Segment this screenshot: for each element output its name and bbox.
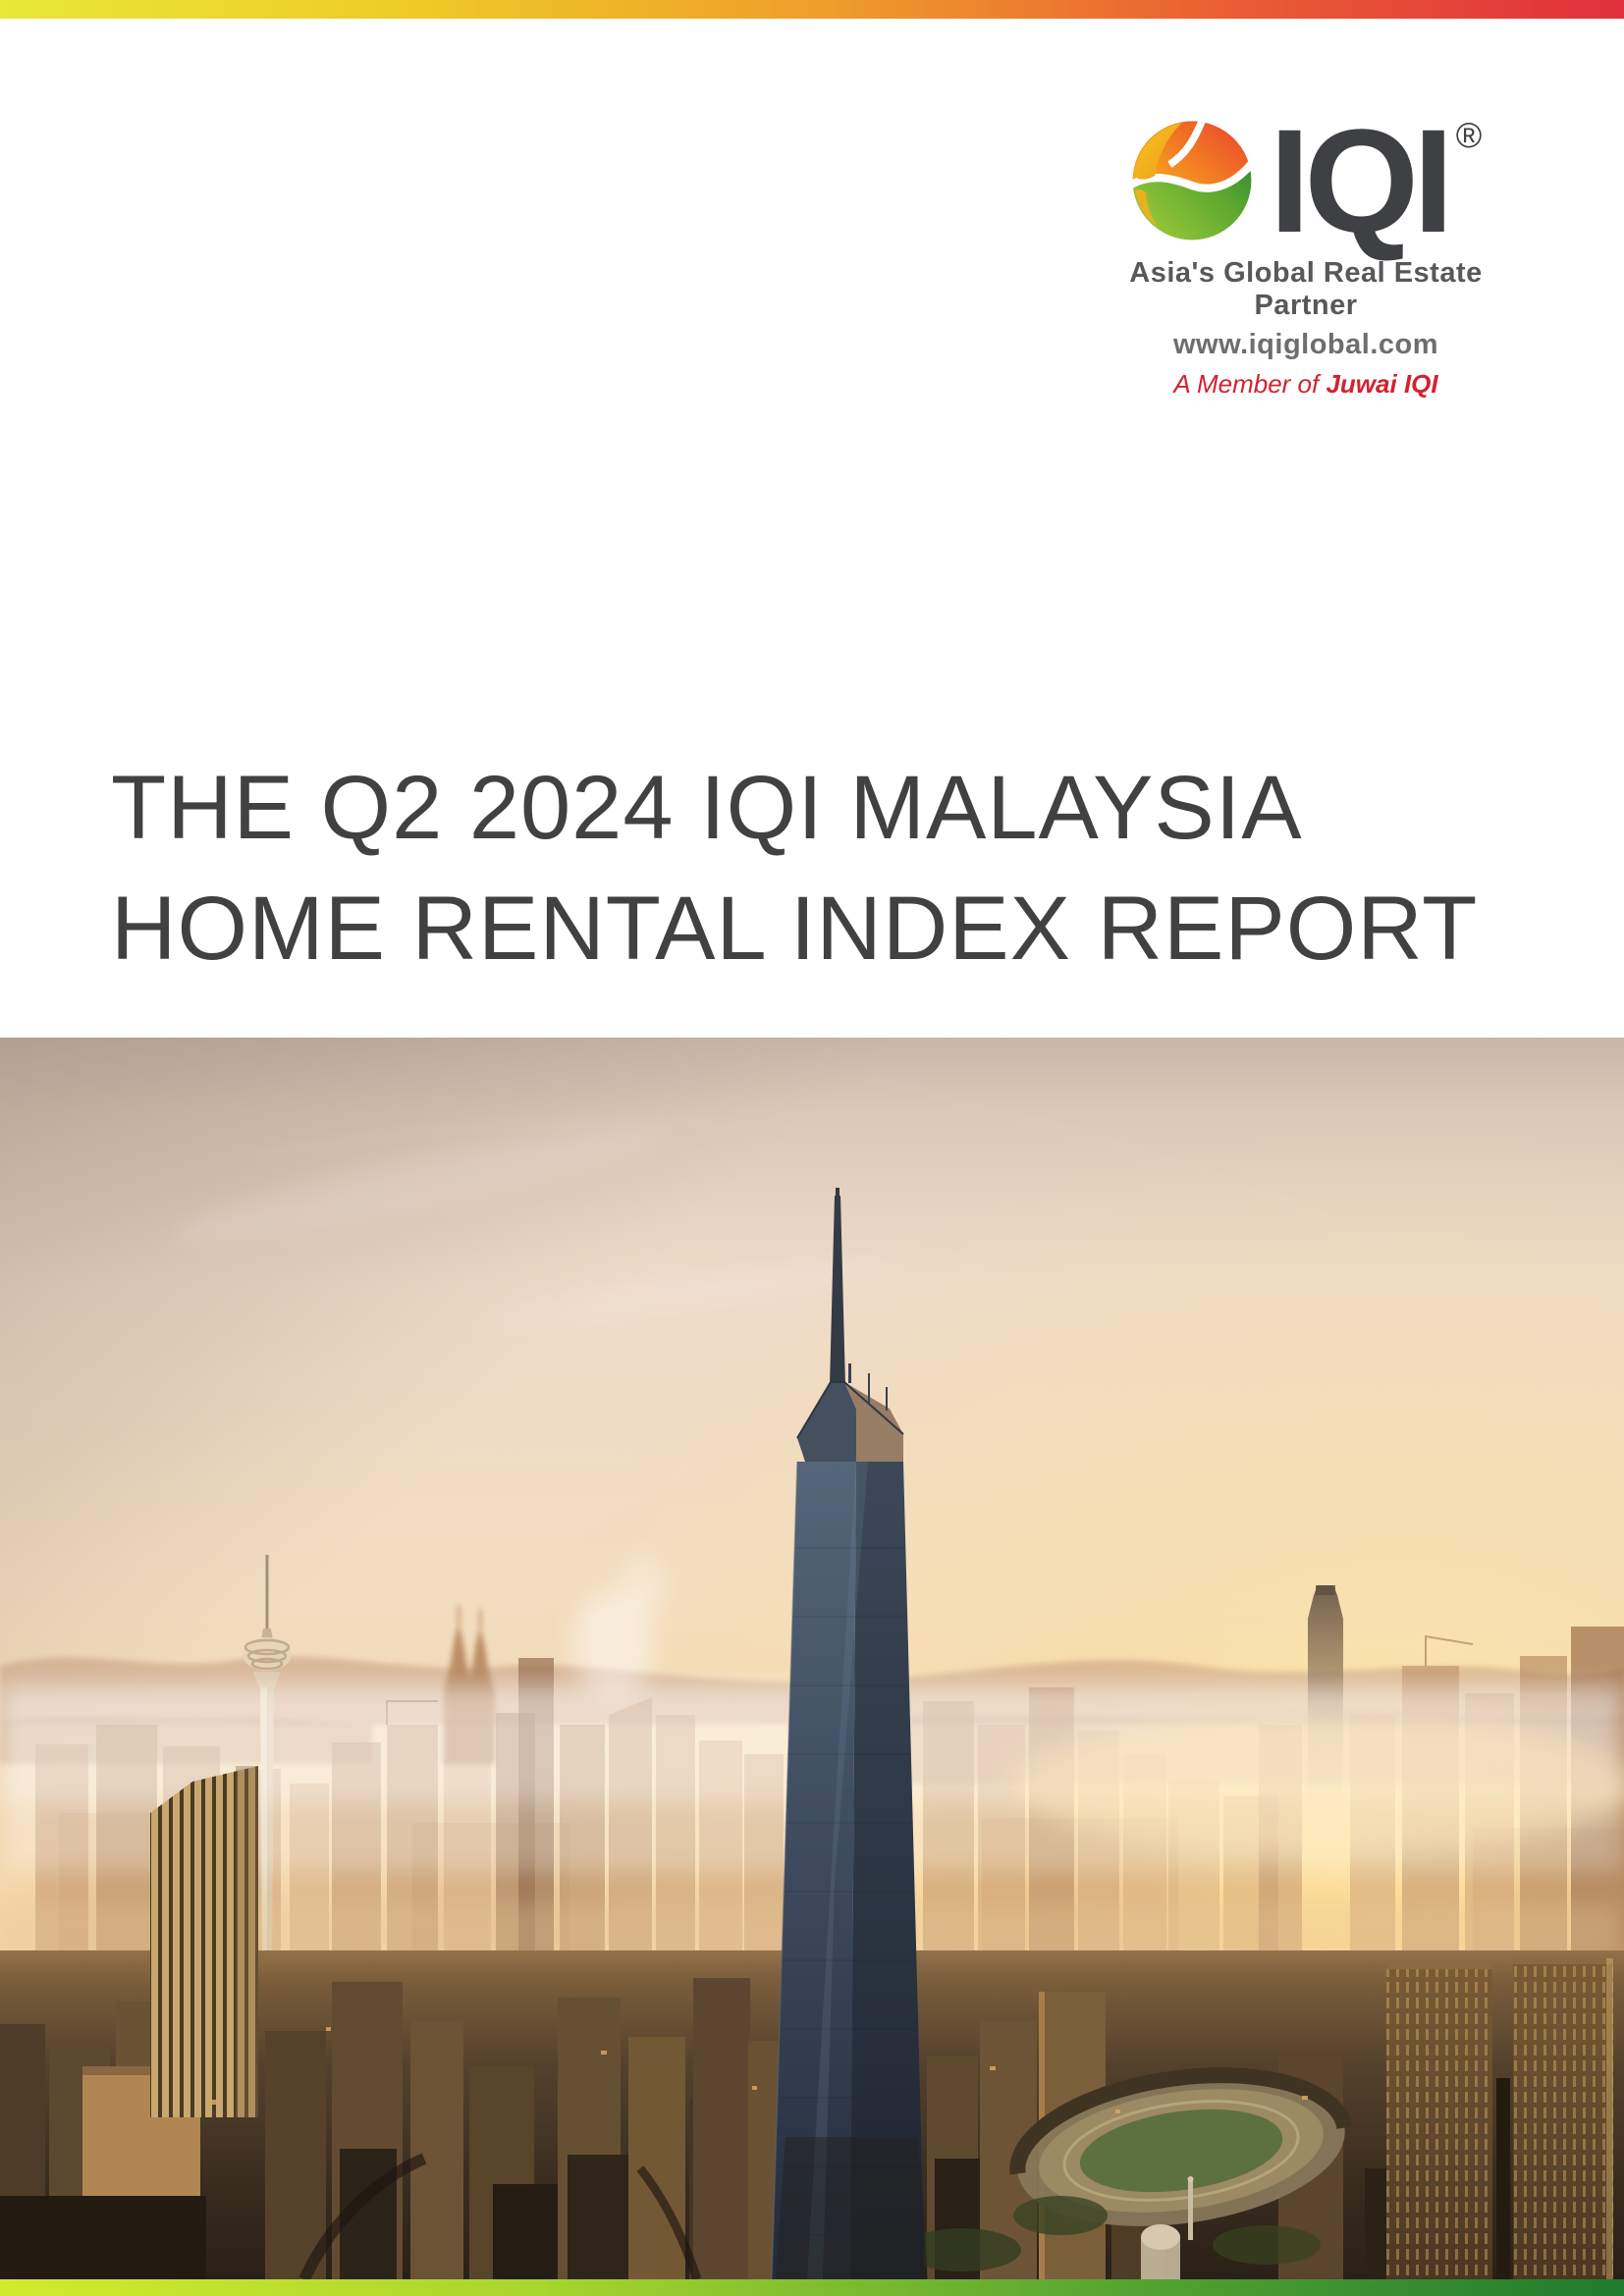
report-title: THE Q2 2024 IQI MALAYSIA HOME RENTAL IND… xyxy=(111,748,1478,989)
kuala-lumpur-skyline-photo xyxy=(0,1038,1624,2279)
member-line: A Member of Juwai IQI xyxy=(1080,369,1532,400)
brand-website: www.iqiglobal.com xyxy=(1172,329,1439,360)
registered-mark: ® xyxy=(1455,115,1483,155)
brand-logo-block: IQI ® Asia's Global Real Estate Partner … xyxy=(1080,107,1532,400)
brand-logo-row: IQI ® xyxy=(1080,107,1532,254)
iqi-globe-icon xyxy=(1132,121,1252,240)
member-brand: Juwai IQI xyxy=(1326,369,1438,399)
member-prefix: A Member of xyxy=(1173,369,1326,399)
bottom-accent-bar xyxy=(0,2279,1624,2296)
title-line-2: HOME RENTAL INDEX REPORT xyxy=(111,879,1479,979)
brand-tagline: Asia's Global Real Estate Partner xyxy=(1129,257,1483,321)
top-accent-bar xyxy=(0,0,1624,19)
title-line-1: THE Q2 2024 IQI MALAYSIA xyxy=(111,758,1303,858)
logo-wordmark: IQI xyxy=(1269,98,1454,263)
